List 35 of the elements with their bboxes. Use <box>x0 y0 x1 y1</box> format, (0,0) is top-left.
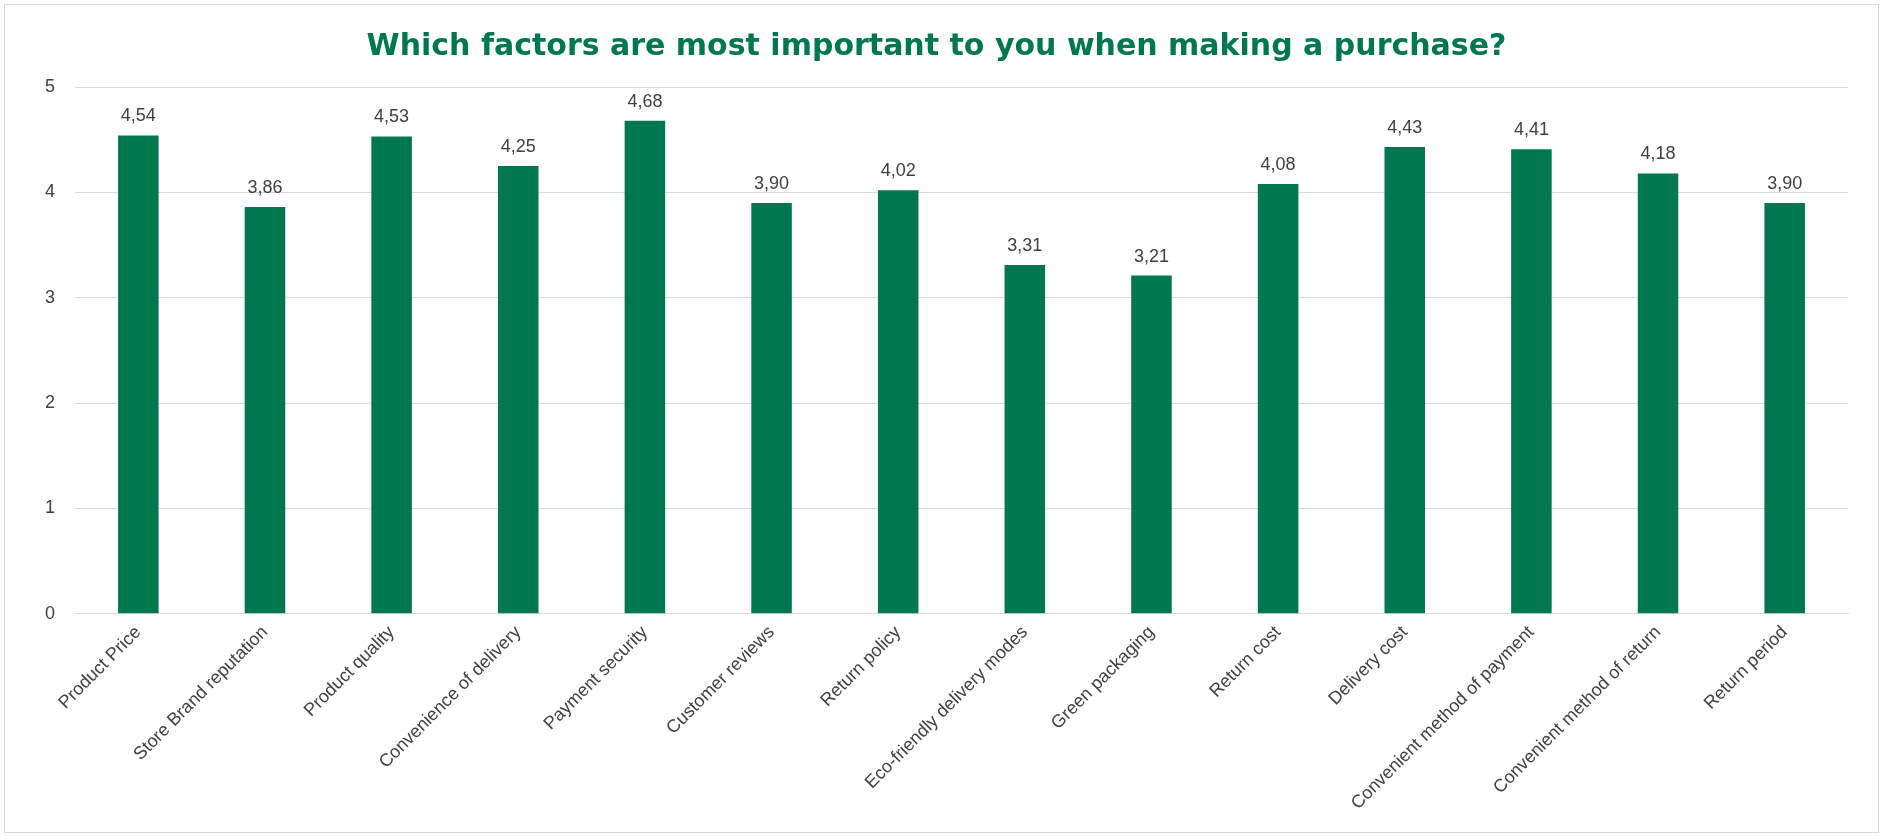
chart-title: Which factors are most important to you when making a purchase? <box>366 26 1507 62</box>
data-label: 4,68 <box>627 90 663 111</box>
y-tick-label: 4 <box>45 181 56 202</box>
bar <box>1637 173 1679 614</box>
data-label: 3,21 <box>1133 245 1169 266</box>
data-label: 3,31 <box>1007 235 1043 256</box>
data-label: 4,53 <box>374 106 410 127</box>
data-label: 3,86 <box>247 177 283 198</box>
data-label: 4,18 <box>1640 143 1676 164</box>
y-tick-label: 2 <box>45 392 56 413</box>
data-label: 4,02 <box>880 160 916 181</box>
bar <box>751 202 792 614</box>
y-tick-label: 3 <box>45 286 56 307</box>
y-tick-label: 0 <box>45 602 56 623</box>
y-tick-label: 5 <box>45 75 56 96</box>
data-label: 4,54 <box>120 105 156 126</box>
data-label: 4,25 <box>500 135 536 156</box>
bar <box>498 166 539 614</box>
bar <box>877 190 919 614</box>
bar <box>1384 147 1426 614</box>
data-label: 3,90 <box>754 172 790 193</box>
bar <box>1131 275 1172 614</box>
data-label: 4,43 <box>1387 117 1423 138</box>
bar <box>1764 202 1805 614</box>
data-label: 4,08 <box>1260 153 1296 174</box>
bar <box>1257 183 1299 614</box>
bar <box>1004 265 1046 614</box>
bar <box>371 136 412 614</box>
bar <box>1511 149 1552 614</box>
y-tick-label: 1 <box>45 497 56 518</box>
data-label: 3,90 <box>1767 172 1803 193</box>
bar <box>244 207 286 614</box>
bar <box>624 120 666 614</box>
bar <box>118 135 159 614</box>
data-label: 4,41 <box>1513 119 1549 140</box>
